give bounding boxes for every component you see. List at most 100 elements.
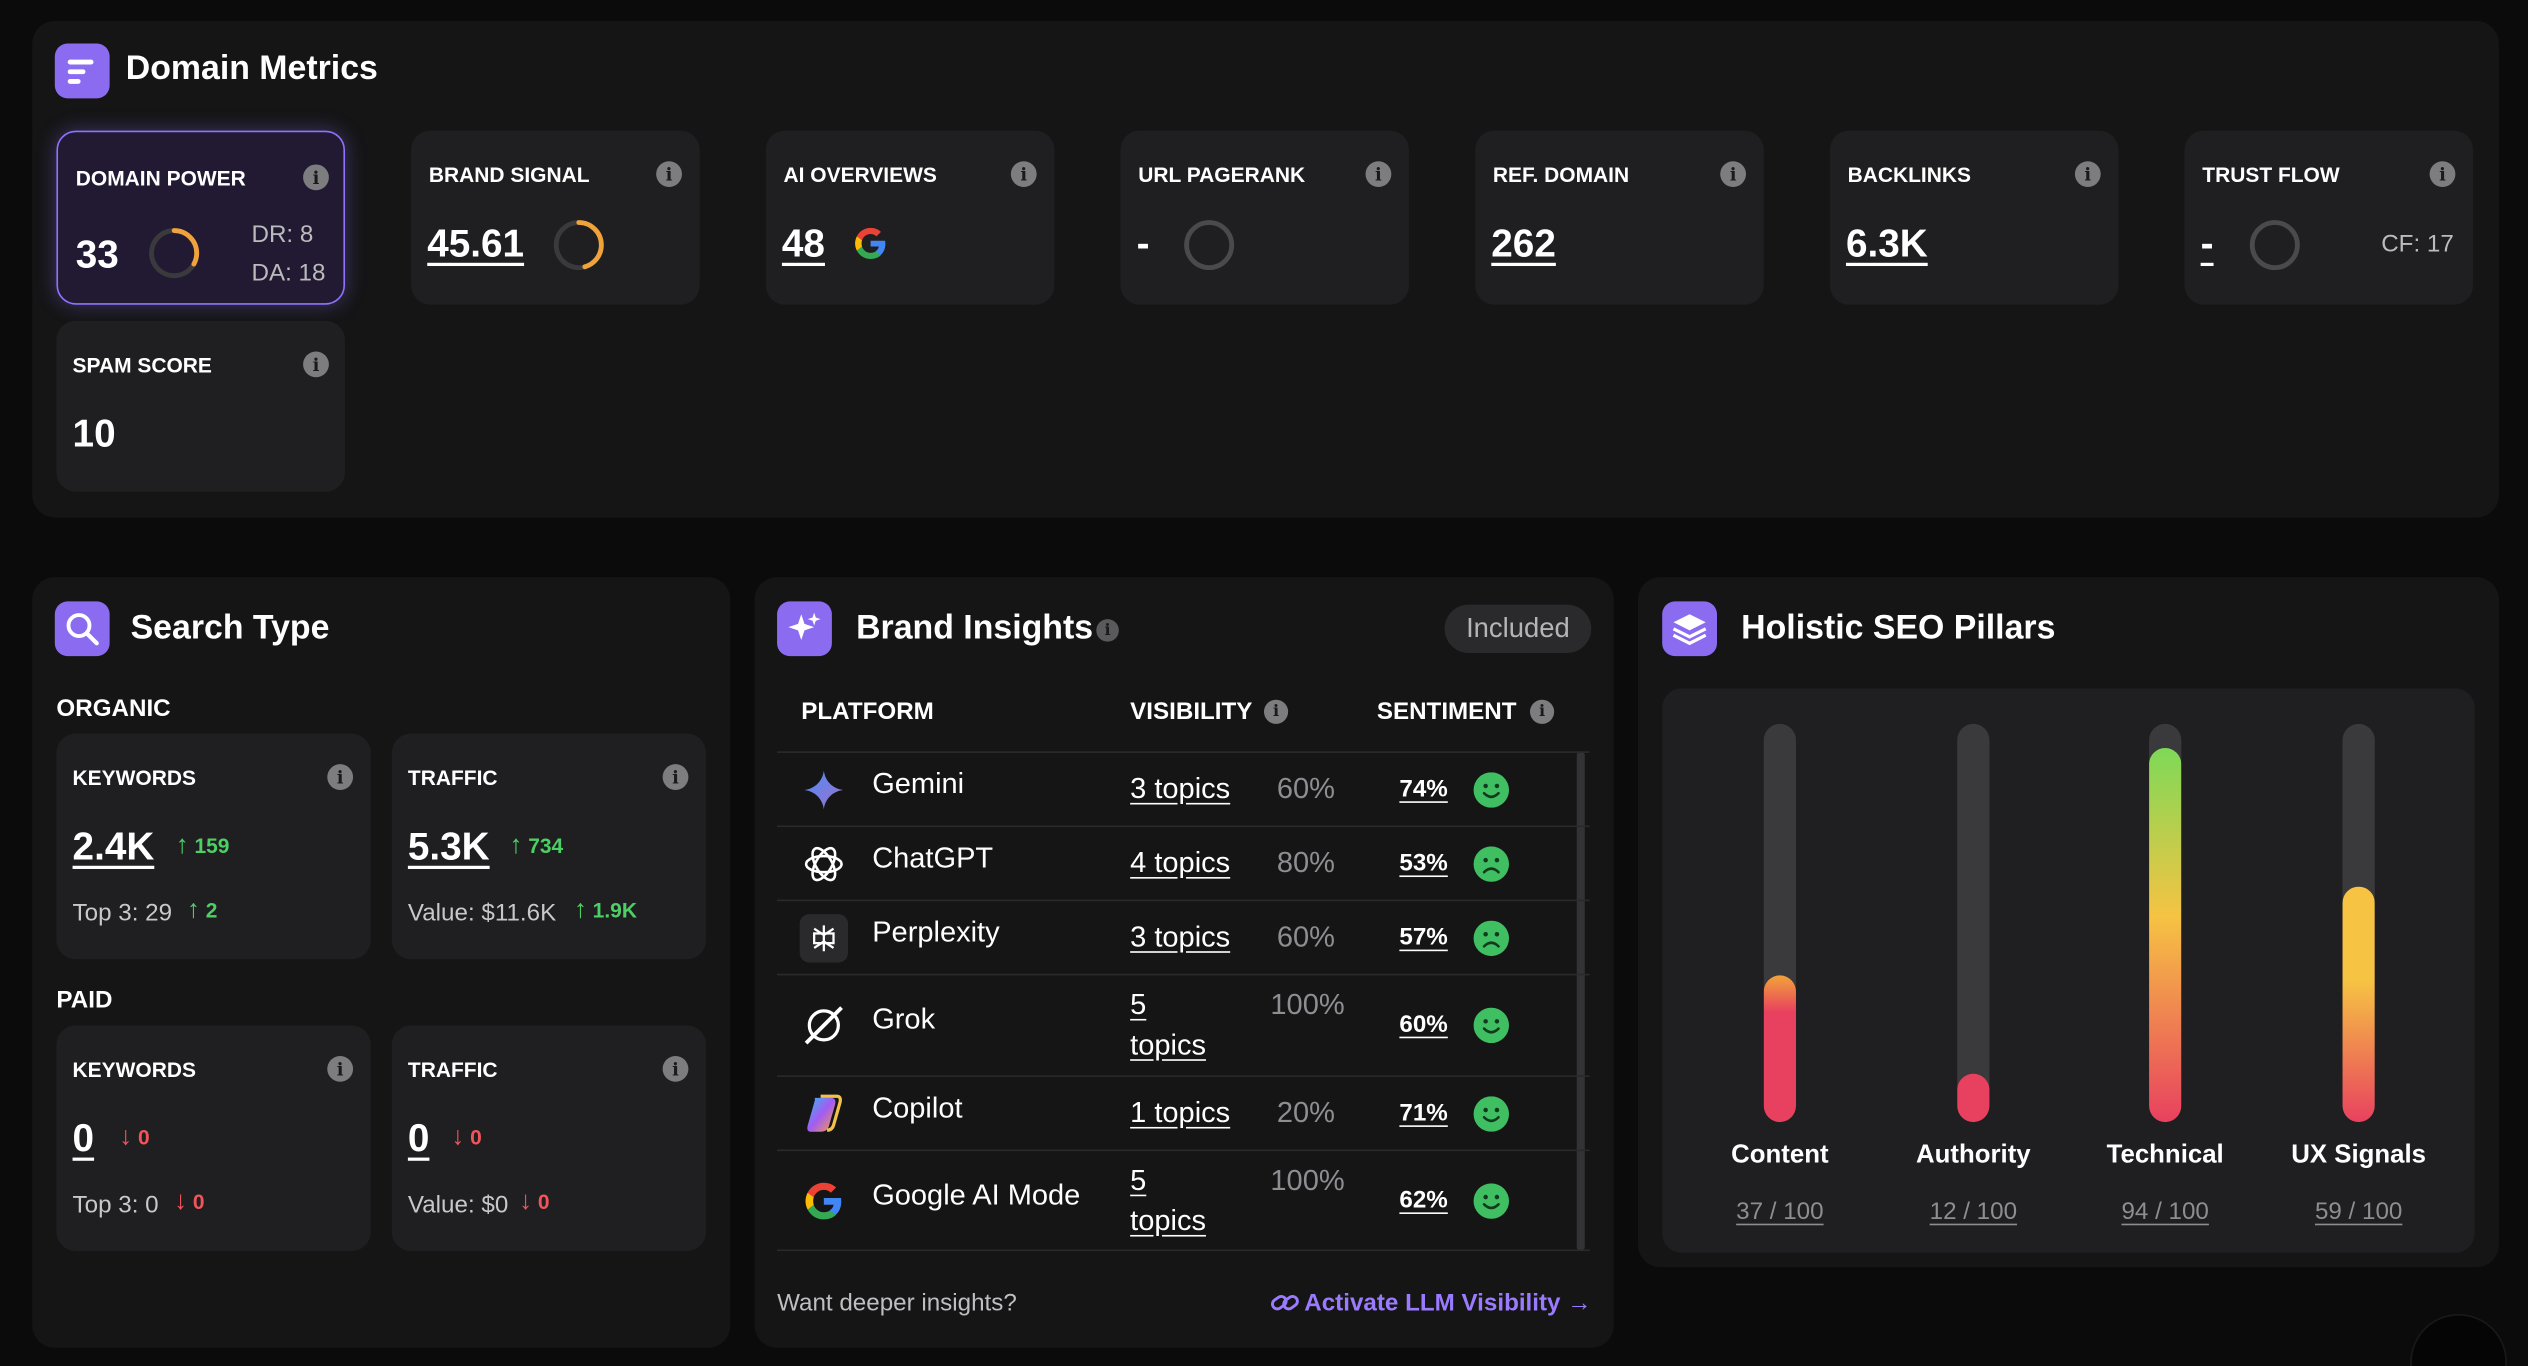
paid-keywords-value[interactable]: 0 bbox=[72, 1117, 95, 1161]
table-row[interactable]: Copilot 1 topics 20% 71% bbox=[777, 1075, 1590, 1149]
paid-traffic-delta: ↓ 0 bbox=[451, 1124, 481, 1153]
info-icon[interactable]: i bbox=[2074, 161, 2101, 188]
organic-traffic-delta: ↑ 734 bbox=[509, 832, 563, 861]
table-row[interactable]: Grok 5 topics 100% 60% bbox=[777, 973, 1590, 1076]
brand-signal-value[interactable]: 45.61 bbox=[427, 222, 525, 267]
ai-overviews-label: AI OVERVIEWS bbox=[783, 162, 937, 188]
brand-signal-card[interactable]: BRAND SIGNAL i 45.61 bbox=[411, 130, 700, 305]
arrow-down-icon: ↓ bbox=[451, 1123, 465, 1152]
url-pagerank-card[interactable]: URL PAGERANK i - bbox=[1120, 130, 1410, 305]
technical-pillar-score[interactable]: 94 / 100 bbox=[2121, 1197, 2209, 1226]
organic-traffic-card[interactable]: TRAFFIC i 5.3K ↑ 734 Value: $11.6K ↑ 1.9… bbox=[391, 733, 707, 960]
topics-link[interactable]: 3 topics bbox=[1130, 920, 1231, 953]
ref-domain-card[interactable]: REF. DOMAIN i 262 bbox=[1475, 130, 1764, 305]
ref-domain-label: REF. DOMAIN bbox=[1492, 162, 1630, 188]
content-pillar-fill bbox=[1763, 974, 1796, 1123]
table-row[interactable]: Google AI Mode 5 topics 100% 62% bbox=[777, 1149, 1590, 1252]
paid-keywords-delta: ↓ 0 bbox=[119, 1124, 149, 1153]
link-icon bbox=[1271, 1294, 1299, 1311]
copilot-icon bbox=[800, 1090, 848, 1138]
topics-link[interactable]: 5 topics bbox=[1130, 985, 1206, 1066]
topics-link[interactable]: 5 topics bbox=[1130, 1161, 1206, 1242]
organic-keywords-card[interactable]: KEYWORDS i 2.4K ↑ 159 Top 3: 29 ↑ 2 bbox=[56, 733, 371, 960]
backlinks-value[interactable]: 6.3K bbox=[1845, 222, 1928, 267]
ai-overviews-card[interactable]: AI OVERVIEWS i 48 bbox=[765, 130, 1055, 305]
search-icon bbox=[54, 601, 110, 657]
info-icon[interactable]: i bbox=[662, 764, 689, 790]
info-icon[interactable]: i bbox=[1096, 619, 1119, 642]
trust-flow-card[interactable]: TRUST FLOW i - CF: 17 bbox=[2184, 130, 2474, 305]
info-icon[interactable]: i bbox=[327, 1055, 354, 1082]
info-icon[interactable]: i bbox=[303, 164, 329, 191]
paid-traffic-value[interactable]: 0 bbox=[407, 1117, 430, 1161]
paid-traffic-sub-delta: ↓ 0 bbox=[519, 1188, 549, 1217]
google-icon bbox=[855, 227, 886, 259]
organic-traffic-value[interactable]: 5.3K bbox=[407, 825, 490, 869]
topics-link[interactable]: 4 topics bbox=[1130, 846, 1231, 879]
info-icon[interactable]: i bbox=[1529, 699, 1555, 724]
organic-keywords-value[interactable]: 2.4K bbox=[72, 825, 155, 869]
arrow-up-icon: ↑ bbox=[573, 896, 587, 924]
backlinks-card[interactable]: BACKLINKS i 6.3K bbox=[1829, 130, 2119, 305]
ai-overviews-value[interactable]: 48 bbox=[781, 222, 825, 267]
paid-traffic-card[interactable]: TRAFFIC i 0 ↓ 0 Value: $0 ↓ 0 bbox=[391, 1025, 707, 1252]
table-row[interactable]: Gemini 3 topics 60% 74% bbox=[777, 751, 1590, 825]
list-icon bbox=[54, 43, 110, 99]
table-row[interactable]: ChatGPT 4 topics 80% 53% bbox=[777, 825, 1590, 899]
info-icon[interactable]: i bbox=[1263, 699, 1289, 724]
table-scrollbar[interactable] bbox=[1576, 751, 1585, 1252]
ref-domain-value[interactable]: 262 bbox=[1491, 222, 1556, 267]
sentiment-value[interactable]: 60% bbox=[1399, 1010, 1448, 1039]
sentiment-value[interactable]: 74% bbox=[1399, 775, 1448, 803]
info-icon[interactable]: i bbox=[327, 764, 354, 790]
info-icon[interactable]: i bbox=[1010, 161, 1037, 188]
info-icon[interactable]: i bbox=[2429, 161, 2456, 188]
info-icon[interactable]: i bbox=[303, 351, 329, 378]
spam-score-card[interactable]: SPAM SCORE i 10 bbox=[56, 320, 346, 492]
chat-assistant-button[interactable] bbox=[2410, 1313, 2507, 1366]
url-pagerank-ring bbox=[1184, 220, 1235, 271]
ux-signals-pillar-label: UX Signals bbox=[2291, 1141, 2427, 1169]
sentiment-value[interactable]: 71% bbox=[1399, 1099, 1448, 1127]
brand-signal-ring bbox=[553, 220, 604, 271]
sparkle-icon bbox=[777, 601, 832, 657]
url-pagerank-label: URL PAGERANK bbox=[1138, 162, 1306, 188]
arrow-up-icon: ↑ bbox=[509, 831, 523, 860]
ux-signals-pillar-score[interactable]: 59 / 100 bbox=[2314, 1197, 2403, 1226]
table-row[interactable]: Perplexity 3 topics 60% 57% bbox=[777, 899, 1590, 974]
perplexity-icon bbox=[799, 914, 849, 963]
sentiment-value[interactable]: 57% bbox=[1399, 923, 1448, 952]
activate-llm-visibility-link[interactable]: Activate LLM Visibility → bbox=[1270, 1290, 1591, 1317]
trust-flow-cf: CF: 17 bbox=[2381, 230, 2454, 258]
sad-face-icon bbox=[1473, 846, 1510, 882]
content-pillar-score[interactable]: 37 / 100 bbox=[1736, 1197, 1824, 1226]
domain-power-da: DA: 18 bbox=[251, 259, 326, 287]
organic-top3-delta: ↑ 2 bbox=[187, 896, 217, 925]
sentiment-value[interactable]: 53% bbox=[1399, 849, 1448, 878]
domain-power-ring bbox=[149, 228, 200, 279]
platform-name: Gemini bbox=[872, 767, 965, 800]
info-icon[interactable]: i bbox=[1720, 161, 1747, 188]
chatgpt-icon bbox=[800, 840, 848, 888]
delta-value: 734 bbox=[528, 833, 564, 858]
delta-value: 0 bbox=[537, 1189, 550, 1214]
trust-flow-value[interactable]: - bbox=[2200, 222, 2214, 267]
delta-value: 1.9K bbox=[592, 897, 637, 923]
domain-power-card[interactable]: DOMAIN POWER i 33 DR: 8 DA: 18 bbox=[56, 130, 346, 305]
arrow-down-icon: ↓ bbox=[174, 1188, 188, 1216]
sentiment-value[interactable]: 62% bbox=[1399, 1186, 1448, 1214]
info-icon[interactable]: i bbox=[662, 1055, 689, 1082]
delta-value: 0 bbox=[138, 1125, 150, 1150]
authority-pillar-score[interactable]: 12 / 100 bbox=[1929, 1197, 2018, 1226]
topics-link[interactable]: 3 topics bbox=[1130, 772, 1231, 805]
paid-top3-delta: ↓ 0 bbox=[174, 1188, 204, 1217]
info-icon[interactable]: i bbox=[656, 161, 682, 188]
paid-keywords-card[interactable]: KEYWORDS i 0 ↓ 0 Top 3: 0 ↓ 0 bbox=[56, 1025, 371, 1252]
seo-pillars-title: Holistic SEO Pillars bbox=[1741, 609, 2056, 647]
authority-pillar-fill bbox=[1957, 1074, 1990, 1123]
ux-signals-pillar-fill bbox=[2342, 887, 2375, 1123]
footer-link-label: Activate LLM Visibility → bbox=[1304, 1289, 1592, 1318]
brand-insights-title: Brand Insights bbox=[856, 609, 1094, 647]
topics-link[interactable]: 1 topics bbox=[1130, 1096, 1231, 1129]
info-icon[interactable]: i bbox=[1365, 161, 1392, 188]
